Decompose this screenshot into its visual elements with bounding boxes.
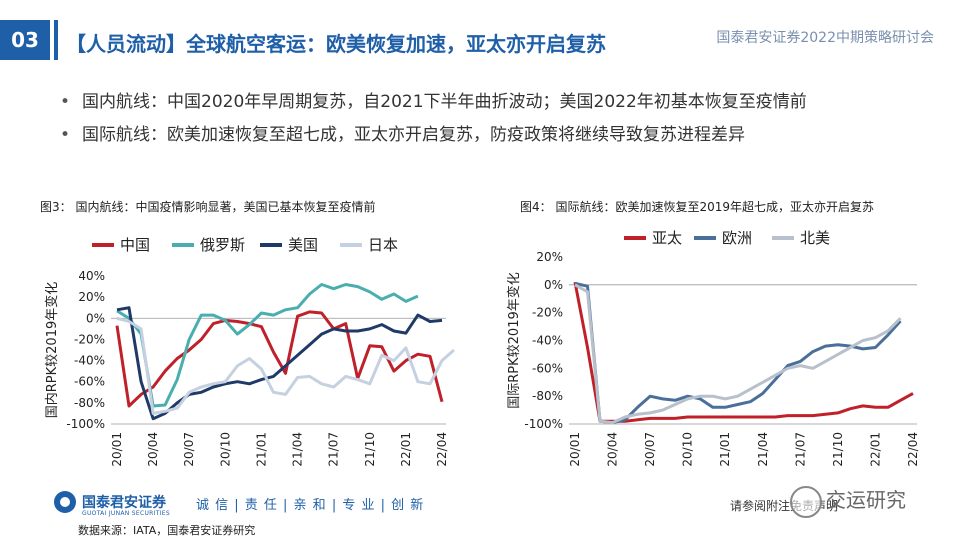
- fig3-legend-label: 俄罗斯: [200, 236, 245, 254]
- fig3-x-tick-label: 20/10: [218, 432, 232, 467]
- fig3-y-tick-label: 0%: [86, 311, 105, 325]
- bullet-item-domestic: • 国内航线：中国2020年早周期复苏，自2021下半年曲折波动；美国2022年初…: [60, 87, 807, 112]
- bullet-text: 国际航线：欧美加速恢复至超七成，亚太亦开启复苏，防疫政策将继续导致复苏进程差异: [82, 125, 745, 145]
- fig4-legend-label: 亚太: [652, 229, 682, 247]
- fig4-series-line-0: [573, 281, 914, 423]
- fig3-y-tick-label: -40%: [74, 354, 105, 368]
- fig3-x-tick-label: 21/07: [327, 432, 341, 467]
- wechat-icon: [790, 486, 822, 518]
- fig4-y-tick-label: 0%: [544, 278, 563, 292]
- fig4-x-tick-label: 22/01: [868, 432, 882, 467]
- fig3-series-line-1: [116, 283, 419, 408]
- footer-company-english: GUOTAI JUNAN SECURITIES: [82, 510, 170, 517]
- fig3-y-tick-label: -100%: [66, 417, 105, 431]
- fig4-x-tick-label: 21/07: [793, 432, 807, 467]
- bullet-text: 国内航线：中国2020年早周期复苏，自2021下半年曲折波动；美国2022年初基…: [82, 92, 807, 112]
- fig3-x-tick-label: 20/04: [146, 432, 160, 467]
- fig4-series-line-2: [574, 283, 902, 425]
- fig3-y-tick-label: 20%: [78, 290, 105, 304]
- section-number-badge: 03: [0, 20, 50, 60]
- fig3-x-tick-label: 21/10: [363, 432, 377, 467]
- figure4-caption: 图4： 国际航线：欧美加速恢复至2019年超七成，亚太亦开启复苏: [520, 200, 874, 214]
- fig4-legend-label: 北美: [800, 229, 830, 247]
- fig3-x-tick-label: 20/01: [110, 432, 124, 467]
- fig4-x-tick-label: 21/04: [756, 432, 770, 467]
- figure3-caption: 图3： 国内航线：中国疫情影响显著，美国已基本恢复至疫情前: [40, 200, 376, 214]
- fig3-x-tick-label: 21/04: [291, 432, 305, 467]
- bullet-dot-icon: •: [60, 92, 71, 112]
- fig3-y-tick-label: 40%: [78, 269, 105, 283]
- header-organization: 国泰君安证券2022中期策略研讨会: [716, 30, 934, 46]
- fig3-legend-label: 中国: [120, 236, 150, 254]
- fig4-y-axis-label: 国际RPK较2019年变化: [506, 272, 522, 408]
- fig3-x-tick-label: 22/01: [399, 432, 413, 467]
- fig4-y-tick-label: -100%: [524, 417, 563, 431]
- fig4-y-tick-label: -80%: [532, 389, 563, 403]
- data-source-note: 数据来源：IATA，国泰君安证券研究: [78, 524, 256, 537]
- fig3-x-tick-label: 21/01: [254, 432, 268, 467]
- fig4-series-line-1: [574, 281, 902, 425]
- footer-company-name: 国泰君安证券: [82, 495, 166, 511]
- fig4-x-tick-label: 20/01: [568, 432, 582, 467]
- fig3-x-tick-label: 22/04: [435, 432, 449, 467]
- fig3-x-tick-label: 20/07: [182, 432, 196, 467]
- fig4-y-tick-label: -40%: [532, 334, 563, 348]
- fig4-x-tick-label: 20/04: [606, 432, 620, 467]
- company-logo-inner: [60, 497, 70, 507]
- fig4-y-tick-label: -60%: [532, 361, 563, 375]
- fig4-x-tick-label: 20/10: [681, 432, 695, 467]
- fig4-x-tick-label: 22/04: [906, 432, 920, 467]
- bullet-item-international: • 国际航线：欧美加速恢复至超七成，亚太亦开启复苏，防疫政策将继续导致复苏进程差异: [60, 120, 745, 145]
- fig3-legend-label: 美国: [288, 236, 318, 254]
- fig4-x-tick-label: 20/07: [643, 432, 657, 467]
- fig4-y-tick-label: 20%: [536, 250, 563, 264]
- fig4-x-tick-label: 21/01: [718, 432, 732, 467]
- fig3-series-line-3: [116, 316, 455, 415]
- watermark-text: 交运研究: [826, 488, 906, 512]
- fig3-y-axis-label: 国内RPK较2019年变化: [44, 282, 60, 418]
- title-accent-bar: [54, 20, 58, 60]
- bullet-dot-icon: •: [60, 125, 71, 145]
- footer-motto: 诚 信 | 责 任 | 亲 和 | 专 业 | 创 新: [196, 498, 425, 513]
- fig4-legend-label: 欧洲: [722, 229, 752, 247]
- slide-title: 【人员流动】全球航空客运：欧美恢复加速，亚太亦开启复苏: [66, 32, 606, 56]
- fig3-y-tick-label: -20%: [74, 332, 105, 346]
- fig3-legend-label: 日本: [368, 236, 398, 254]
- fig4-y-tick-label: -20%: [532, 306, 563, 320]
- fig3-y-tick-label: -80%: [74, 396, 105, 410]
- fig4-x-tick-label: 21/10: [831, 432, 845, 467]
- fig3-y-tick-label: -60%: [74, 375, 105, 389]
